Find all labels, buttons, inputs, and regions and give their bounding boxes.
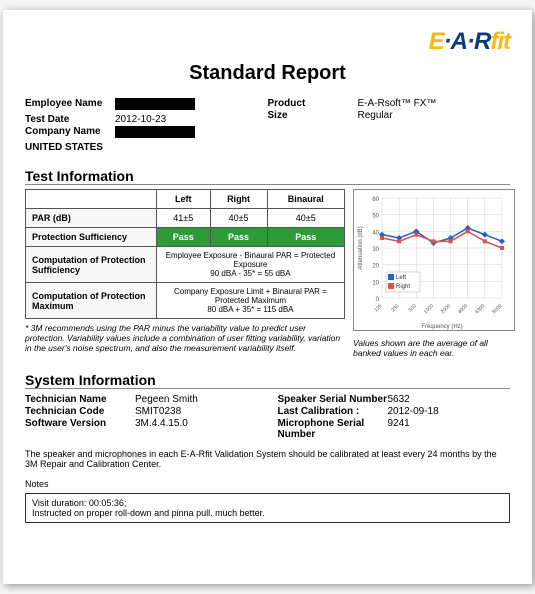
employee-name-label: Employee Name <box>25 98 115 113</box>
sys-val: Pegeen Smith <box>135 394 198 405</box>
svg-text:50: 50 <box>372 214 379 220</box>
svg-text:Right: Right <box>396 284 410 290</box>
svg-text:30: 30 <box>372 247 379 253</box>
table-wide-cell: Employee Exposure - Binaural PAR = Prote… <box>156 247 344 283</box>
par-footnote: * 3M recommends using the PAR minus the … <box>25 323 345 353</box>
svg-text:250: 250 <box>390 303 400 313</box>
col-binaural: Binaural <box>267 190 345 209</box>
svg-text:2000: 2000 <box>440 303 452 315</box>
svg-text:Left: Left <box>396 275 406 281</box>
size-label: Size <box>268 110 358 121</box>
chart-caption: Values shown are the average of all bank… <box>353 338 515 358</box>
svg-text:Frequency (Hz): Frequency (Hz) <box>421 324 462 330</box>
svg-text:8000: 8000 <box>491 303 503 315</box>
svg-text:500: 500 <box>408 303 418 313</box>
col-right: Right <box>210 190 267 209</box>
row-label: PAR (dB) <box>26 209 157 228</box>
sys-key: Software Version <box>25 418 135 429</box>
test-info-heading: Test Information <box>25 168 510 185</box>
svg-text:0: 0 <box>376 297 380 303</box>
svg-text:1000: 1000 <box>423 303 435 315</box>
test-info-table-wrap: Left Right Binaural PAR (dB)41±540±540±5… <box>25 189 345 358</box>
attenuation-chart-column: 0 10 20 30 40 50 60 125 250 500 1000 2000 4000 6300 80… <box>353 189 515 358</box>
col-left: Left <box>156 190 210 209</box>
svg-text:60: 60 <box>372 197 379 203</box>
table-cell: Pass <box>210 228 267 247</box>
system-info-heading: System Information <box>25 372 510 389</box>
sys-key: Last Calibration : <box>278 406 388 417</box>
test-date-value: 2012-10-23 <box>115 114 166 125</box>
sys-val: 2012-09-18 <box>388 406 439 417</box>
row-label: Protection Sufficiency <box>26 228 157 247</box>
table-cell: 40±5 <box>210 209 267 228</box>
sys-key: Technician Code <box>25 406 135 417</box>
svg-text:4000: 4000 <box>457 303 469 315</box>
country-value: UNITED STATES <box>25 142 115 153</box>
system-info-block: Technician NamePegeen SmithTechnician Co… <box>25 393 510 441</box>
test-info-table: Left Right Binaural PAR (dB)41±540±540±5… <box>25 189 345 319</box>
svg-text:20: 20 <box>372 264 379 270</box>
notes-label: Notes <box>25 479 510 489</box>
logo: E·A·Rfit <box>25 28 510 56</box>
sys-key: Speaker Serial Number <box>278 394 388 405</box>
product-label: Product <box>268 98 358 109</box>
report-title: Standard Report <box>25 62 510 85</box>
company-name-label: Company Name <box>25 126 115 141</box>
table-cell: 40±5 <box>267 209 345 228</box>
sys-val: 9241 <box>388 418 410 440</box>
attenuation-chart: 0 10 20 30 40 50 60 125 250 500 1000 2000 4000 6300 80… <box>353 189 515 331</box>
test-date-label: Test Date <box>25 114 115 125</box>
svg-text:40: 40 <box>372 230 379 236</box>
table-cell: Pass <box>267 228 345 247</box>
redacted-company-name <box>115 126 195 138</box>
svg-text:Attenuation (dB): Attenuation (dB) <box>358 226 364 269</box>
notes-box: Visit duration: 00:05:36; Instructed on … <box>25 493 510 523</box>
svg-text:6300: 6300 <box>474 303 486 315</box>
table-cell: Pass <box>156 228 210 247</box>
row-label: Computation of Protection Sufficiency <box>26 247 157 283</box>
sys-val: SMIT0238 <box>135 406 181 417</box>
report-page: E·A·Rfit Standard Report Employee Name T… <box>3 10 532 584</box>
redacted-employee-name <box>115 98 195 110</box>
sys-key: Microphone Serial Number <box>278 418 388 440</box>
sys-val: 5632 <box>388 394 410 405</box>
table-wide-cell: Company Exposure Limit + Binaural PAR = … <box>156 283 344 319</box>
product-value: E-A-Rsoft™ FX™ <box>358 98 437 109</box>
row-label: Computation of Protection Maximum <box>26 283 157 319</box>
svg-text:125: 125 <box>373 303 383 313</box>
svg-text:10: 10 <box>372 280 379 286</box>
meta-block: Employee Name Test Date2012-10-23 Compan… <box>25 97 510 154</box>
table-cell: 41±5 <box>156 209 210 228</box>
size-value: Regular <box>358 110 393 121</box>
calibration-note: The speaker and microphones in each E-A-… <box>25 449 510 469</box>
sys-key: Technician Name <box>25 394 135 405</box>
sys-val: 3M.4.4.15.0 <box>135 418 188 429</box>
